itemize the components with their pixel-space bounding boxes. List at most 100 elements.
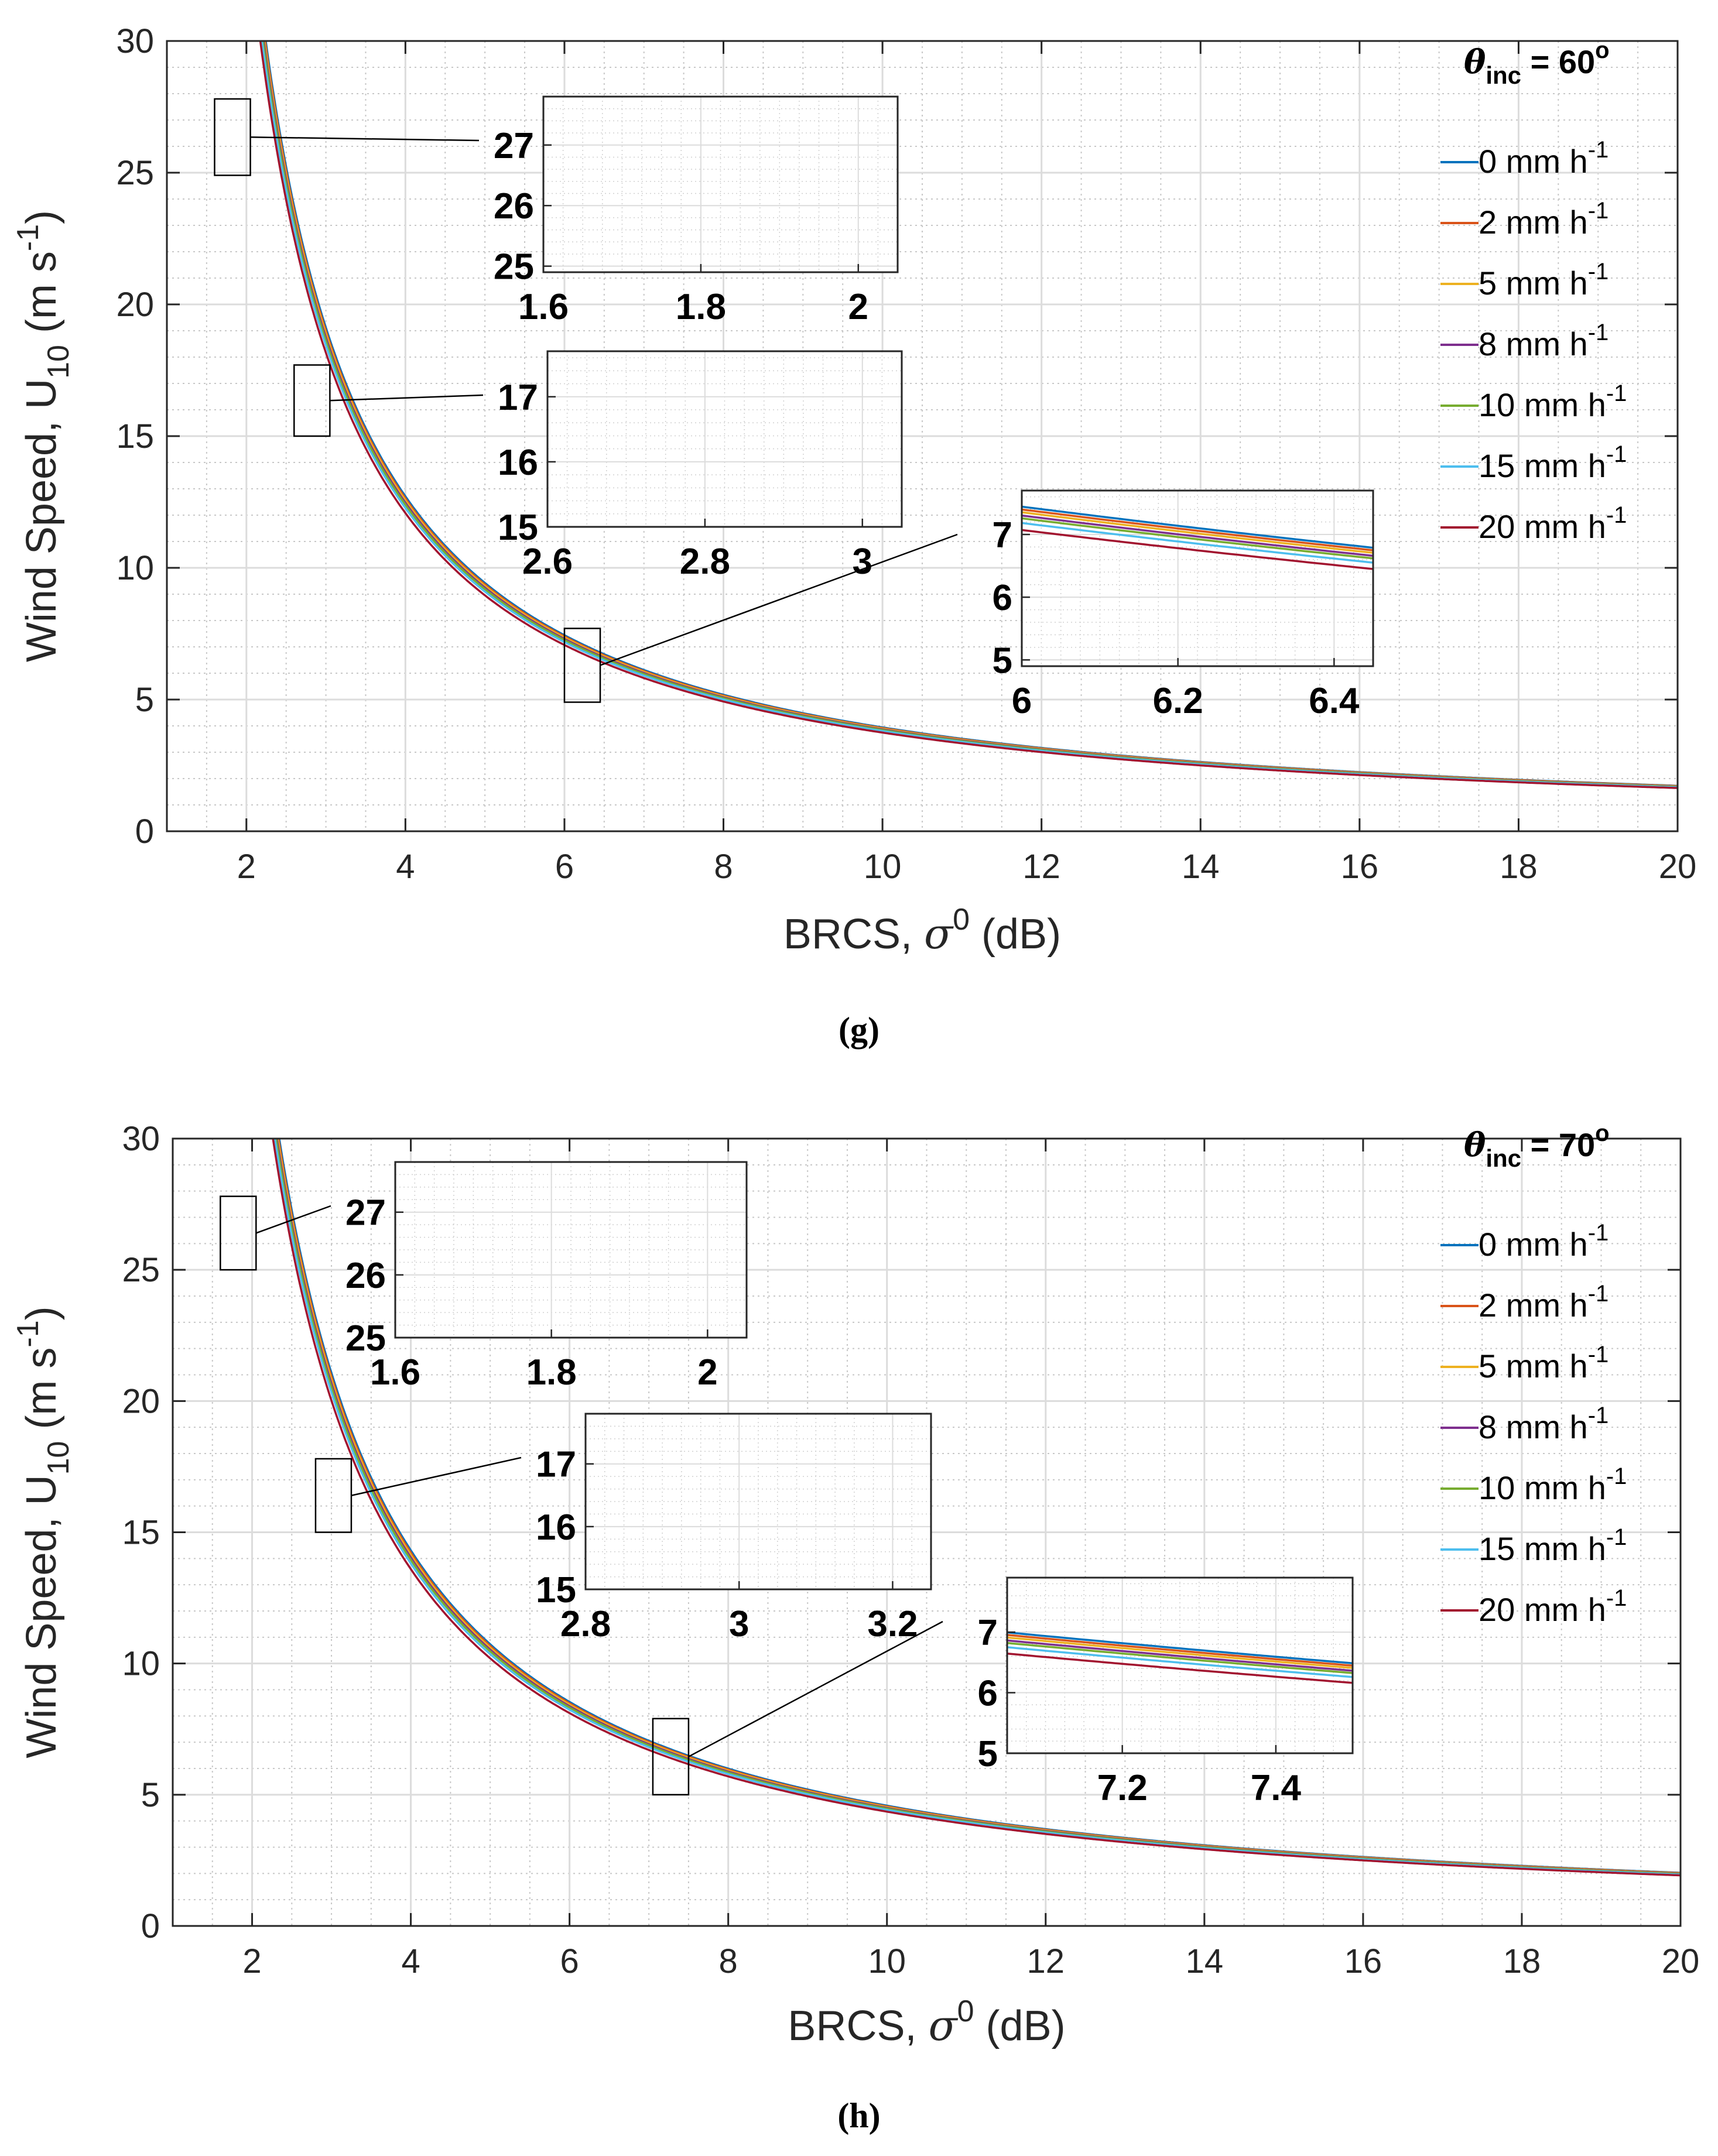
inset-series-line-2-mm-h-1 — [1007, 1634, 1353, 1667]
series-line-5-mm-h-1 — [263, 41, 1678, 787]
inset-x-tick-label: 3.2 — [867, 1604, 918, 1644]
x-tick-label: 16 — [1341, 848, 1379, 886]
y-axis-label-sup: -1 — [11, 224, 45, 251]
inset-y-tick-label: 6 — [993, 578, 1012, 618]
x-axis-label-text: BRCS, — [783, 911, 924, 958]
series-line-8-mm-h-1 — [262, 41, 1678, 788]
x-tick-label: 2 — [242, 1942, 261, 1980]
inset-y-tick-label: 26 — [345, 1256, 386, 1296]
inset-x-tick-label: 3 — [729, 1604, 749, 1644]
y-tick-label: 10 — [122, 1645, 160, 1683]
legend-entry-label: 20 mm h — [1479, 1591, 1606, 1628]
inset-series-line-8-mm-h-1 — [1022, 514, 1373, 557]
legend-entry: 5 mm h-1 — [1479, 1342, 1609, 1384]
legend-entry-label: 10 mm h — [1479, 1469, 1606, 1506]
x-axis-label-symbol: σ — [924, 909, 954, 958]
series-line-2-mm-h-1 — [264, 41, 1678, 787]
grid-0 — [166, 40, 1679, 832]
legend-entry-label: 2 mm h — [1479, 1287, 1588, 1324]
inset-x-tick-label: 1.8 — [526, 1352, 577, 1393]
inset-connector — [351, 1456, 522, 1496]
x-tick-label: 20 — [1659, 848, 1697, 886]
y-tick-label: 10 — [116, 549, 154, 587]
x-tick-label: 10 — [868, 1942, 906, 1980]
x-axis-label: BRCS, σ0 (dB) — [788, 1994, 1065, 2050]
x-tick-label: 6 — [555, 848, 574, 886]
series-group-1 — [272, 1139, 1681, 1877]
series-line-15-mm-h-1 — [261, 41, 1678, 789]
x-tick-label: 8 — [714, 848, 733, 886]
legend-entry-sup: -1 — [1588, 1281, 1609, 1307]
inset-x-tick-label: 7.2 — [1097, 1768, 1148, 1808]
x-tick-label: 20 — [1662, 1942, 1700, 1980]
caption-g: (g) — [839, 1010, 879, 1049]
legend-entry: 5 mm h-1 — [1479, 259, 1609, 301]
zoom-box — [293, 364, 331, 437]
inset-series-line-20-mm-h-1 — [1022, 529, 1373, 570]
inset-x-tick-label: 1.6 — [370, 1352, 420, 1393]
y-tick-label: 5 — [135, 681, 154, 719]
zoom-box — [314, 1458, 353, 1533]
inset-2: 7.2 7.4 5 6 7 — [978, 1576, 1354, 1808]
series-line-0-mm-h-1 — [265, 41, 1678, 787]
legend-entry-sup: -1 — [1606, 1524, 1627, 1550]
inset-box — [394, 1161, 748, 1339]
legend-title: θinc = 60o — [1464, 37, 1610, 89]
series-line-20-mm-h-1 — [272, 1139, 1681, 1877]
x-tick-label: 16 — [1344, 1942, 1382, 1980]
inset-y-tick-label: 7 — [993, 515, 1012, 556]
inset-series-line-15-mm-h-1 — [1022, 522, 1373, 564]
inset-series-line-15-mm-h-1 — [1007, 1646, 1353, 1678]
inset-x-tick-label: 2 — [697, 1352, 717, 1393]
inset-connector — [330, 394, 484, 402]
inset-x-tick-label: 6.2 — [1153, 681, 1203, 721]
inset-connector — [600, 533, 958, 666]
x-tick-label: 4 — [396, 848, 415, 886]
legend-entry-sup: -1 — [1606, 1463, 1627, 1489]
inset-y-tick-label: 25 — [345, 1318, 386, 1359]
inset-box — [542, 95, 899, 273]
x-axis-label-sup: 0 — [957, 1994, 974, 2028]
legend-entry-label: 5 mm h — [1479, 1348, 1588, 1384]
inset-y-tick-label: 17 — [498, 378, 538, 418]
inset-y-tick-label: 16 — [536, 1507, 576, 1548]
x-tick-label: 14 — [1186, 1942, 1224, 1980]
x-axis-label: BRCS, σ0 (dB) — [783, 903, 1061, 958]
inset-box — [584, 1413, 932, 1591]
inset-series-line-0-mm-h-1 — [1022, 505, 1373, 549]
legend-entry-label: 10 mm h — [1479, 386, 1606, 423]
legend-title-sup: o — [1595, 1120, 1609, 1146]
y-axis-label-sup: -1 — [11, 1320, 45, 1347]
legend-entry-label: 5 mm h — [1479, 265, 1588, 301]
inset-series-group — [1007, 1631, 1353, 1684]
y-axis-label-close: ) — [18, 1306, 65, 1320]
inset-1: 2.6 2.8 3 15 16 17 — [498, 350, 903, 582]
legend-entry-label: 0 mm h — [1479, 143, 1588, 180]
legend-entry-label: 0 mm h — [1479, 1226, 1588, 1263]
y-axis-label-sub: 10 — [42, 1441, 76, 1475]
inset-y-tick-label: 5 — [978, 1734, 998, 1774]
legend-entry: 10 mm h-1 — [1479, 1463, 1627, 1506]
x-tick-label: 8 — [719, 1942, 738, 1980]
inset-y-tick-label: 16 — [498, 443, 538, 483]
series-line-20-mm-h-1 — [259, 41, 1678, 789]
inset-0: 1.6 1.8 2 25 26 27 — [345, 1161, 748, 1393]
legend-entry: 0 mm h-1 — [1479, 1220, 1609, 1263]
inset-series-line-8-mm-h-1 — [1007, 1639, 1353, 1672]
y-axis-label-unit: (m s — [18, 1348, 65, 1441]
inset-y-tick-label: 15 — [498, 508, 538, 548]
inset-box — [1006, 1576, 1354, 1754]
x-tick-label: 18 — [1500, 848, 1538, 886]
inset-y-tick-label: 27 — [494, 126, 534, 166]
legend-entry: 15 mm h-1 — [1479, 441, 1627, 484]
inset-x-tick-label: 2 — [848, 287, 868, 327]
legend-title-rest: = 70 — [1521, 1126, 1595, 1163]
legend-title-symbol: θ — [1464, 1126, 1486, 1164]
x-tick-label: 10 — [864, 848, 902, 886]
inset-series-line-10-mm-h-1 — [1007, 1641, 1353, 1674]
inset-y-tick-label: 15 — [536, 1570, 576, 1610]
inset-series-line-20-mm-h-1 — [1007, 1652, 1353, 1684]
inset-y-tick-label: 27 — [345, 1193, 386, 1233]
legend-entry: 8 mm h-1 — [1479, 320, 1609, 362]
